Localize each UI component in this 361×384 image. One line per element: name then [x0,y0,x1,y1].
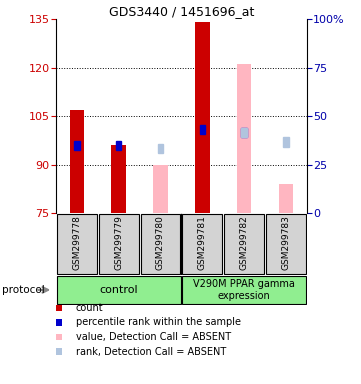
Bar [57,214,97,274]
Bar [283,137,289,147]
Text: count: count [76,303,104,313]
Bar [74,141,79,150]
Text: percentile rank within the sample: percentile rank within the sample [76,318,241,328]
Bar [237,65,252,213]
Bar [111,145,126,213]
Bar [242,128,247,137]
Bar [195,22,210,213]
Bar [242,128,247,137]
Bar [182,276,306,304]
Text: GSM299783: GSM299783 [282,215,291,270]
Bar [116,141,121,150]
Text: GSM299778: GSM299778 [72,215,81,270]
Bar [57,276,180,304]
Bar [158,144,163,153]
Text: protocol: protocol [2,285,44,295]
Text: V290M PPAR gamma
expression: V290M PPAR gamma expression [193,279,295,301]
Text: GSM299779: GSM299779 [114,215,123,270]
Text: GSM299782: GSM299782 [240,215,249,270]
Text: GSM299780: GSM299780 [156,215,165,270]
Text: GSM299781: GSM299781 [198,215,207,270]
Bar [224,214,264,274]
Bar [182,214,222,274]
Bar [141,214,180,274]
Bar [200,124,205,134]
Bar [99,214,139,274]
Text: rank, Detection Call = ABSENT: rank, Detection Call = ABSENT [76,347,226,357]
Bar [153,165,168,213]
Title: GDS3440 / 1451696_at: GDS3440 / 1451696_at [109,5,254,18]
Text: value, Detection Call = ABSENT: value, Detection Call = ABSENT [76,332,231,342]
Bar [279,184,293,213]
Text: control: control [99,285,138,295]
Bar [70,110,84,213]
Bar [266,214,306,274]
